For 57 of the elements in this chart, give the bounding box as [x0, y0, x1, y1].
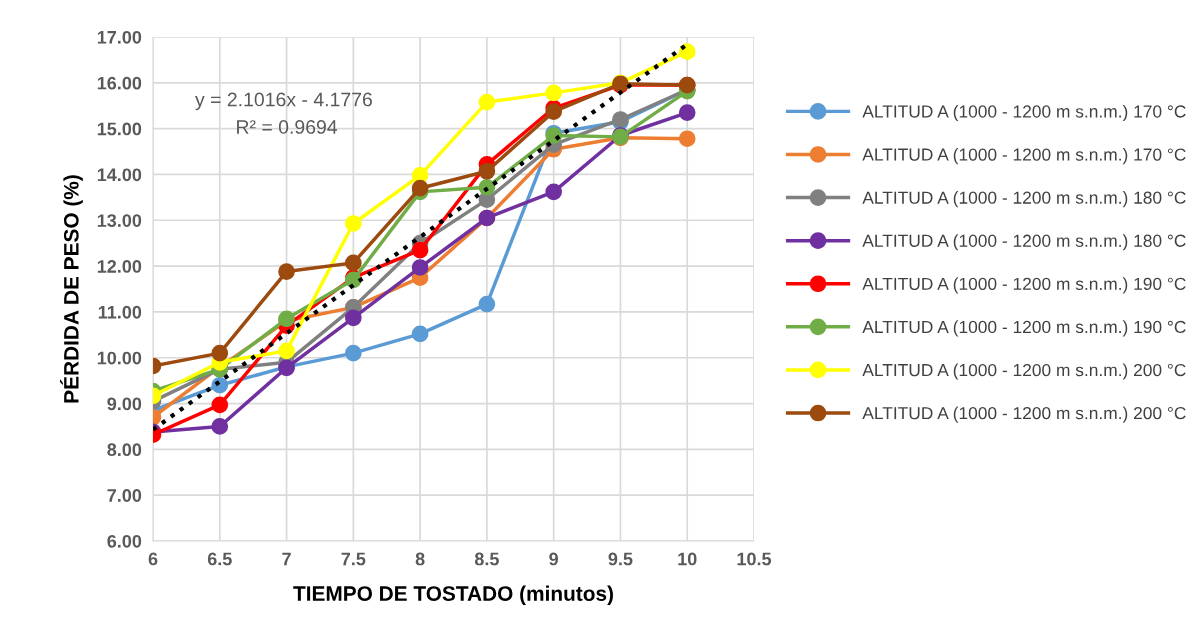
point: [678, 104, 696, 121]
y-tick-label: 13.00: [97, 214, 142, 228]
legend-label: ALTITUD A (1000 - 1200 m s.n.m.) 180 °C: [862, 191, 1186, 208]
x-tick-label: 8.5: [474, 552, 499, 566]
y-tick-label: 15.00: [97, 122, 142, 136]
point: [344, 254, 362, 272]
annotation: R² = 0.9694: [237, 120, 338, 134]
point: [478, 295, 496, 313]
point: [678, 43, 696, 60]
x-tick-label: 10.5: [737, 552, 772, 566]
y-tick-label: 6.00: [107, 534, 142, 548]
x-tick-label: 9.5: [608, 552, 633, 566]
point: [278, 342, 295, 360]
point: [211, 418, 229, 435]
y-tick-label: 9.00: [107, 397, 142, 411]
legend-label: ALTITUD A (1000 - 1200 m s.n.m.) 170 °C: [862, 104, 1186, 122]
legend-label: ALTITUD A (1000 - 1200 m s.n.m.) 190 °C: [862, 277, 1186, 294]
point: [344, 344, 362, 362]
y-tick-label: 7.00: [107, 489, 142, 502]
legend-label: ALTITUD A (1000 - 1200 m s.n.m.) 200 °C: [862, 363, 1186, 380]
x-tick-label: 8: [415, 552, 425, 566]
x-tick-label: 6.5: [207, 552, 232, 566]
x-axis-title: TIEMPO DE TOSTADO (minutos): [293, 585, 613, 606]
y-tick-label: 16.00: [97, 76, 142, 90]
y-tick-label: 8.00: [107, 443, 142, 457]
x-tick-label: 7.5: [341, 552, 366, 566]
y-tick-label: 17.00: [97, 30, 142, 44]
legend-label: ALTITUD A (1000 - 1200 m s.n.m.) 200 °C: [862, 406, 1186, 423]
point: [411, 241, 429, 259]
point: [278, 263, 295, 280]
point: [344, 309, 362, 327]
legend-label: ALTITUD A (1000 - 1200 m s.n.m.) 190 °C: [862, 320, 1186, 337]
point: [545, 103, 563, 121]
x-tick-label: 7: [282, 552, 291, 566]
legend-label: ALTITUD A (1000 - 1200 m s.n.m.) 170 °C: [862, 147, 1186, 165]
point: [211, 344, 229, 362]
x-tick-label: 9: [549, 552, 559, 566]
x-tick-label: 6: [148, 552, 158, 566]
point: [211, 376, 229, 394]
y-tick-label: 11.00: [98, 305, 142, 319]
point: [411, 259, 429, 276]
y-tick-label: 12.00: [97, 260, 142, 273]
y-tick-label: 10.00: [97, 351, 142, 365]
y-axis-title: PÉRDIDA DE PESO (%): [60, 175, 83, 403]
point: [344, 215, 362, 232]
point: [478, 162, 496, 180]
y-tick-label: 14.00: [97, 168, 142, 182]
legend-label: ALTITUD A (1000 - 1200 m s.n.m.) 180 °C: [862, 234, 1186, 251]
point: [411, 325, 429, 343]
x-tick-label: 10: [678, 552, 697, 566]
point: [678, 130, 696, 148]
point: [411, 179, 429, 197]
point: [211, 396, 229, 414]
point: [478, 93, 496, 111]
point: [545, 84, 563, 102]
point: [545, 183, 563, 201]
annotation: y = 2.1016x - 4.1776: [195, 92, 372, 111]
